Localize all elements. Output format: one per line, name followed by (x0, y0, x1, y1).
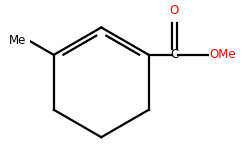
Text: OMe: OMe (209, 48, 236, 61)
Text: Me: Me (9, 34, 26, 47)
Text: C: C (170, 48, 178, 61)
Text: O: O (170, 4, 179, 17)
